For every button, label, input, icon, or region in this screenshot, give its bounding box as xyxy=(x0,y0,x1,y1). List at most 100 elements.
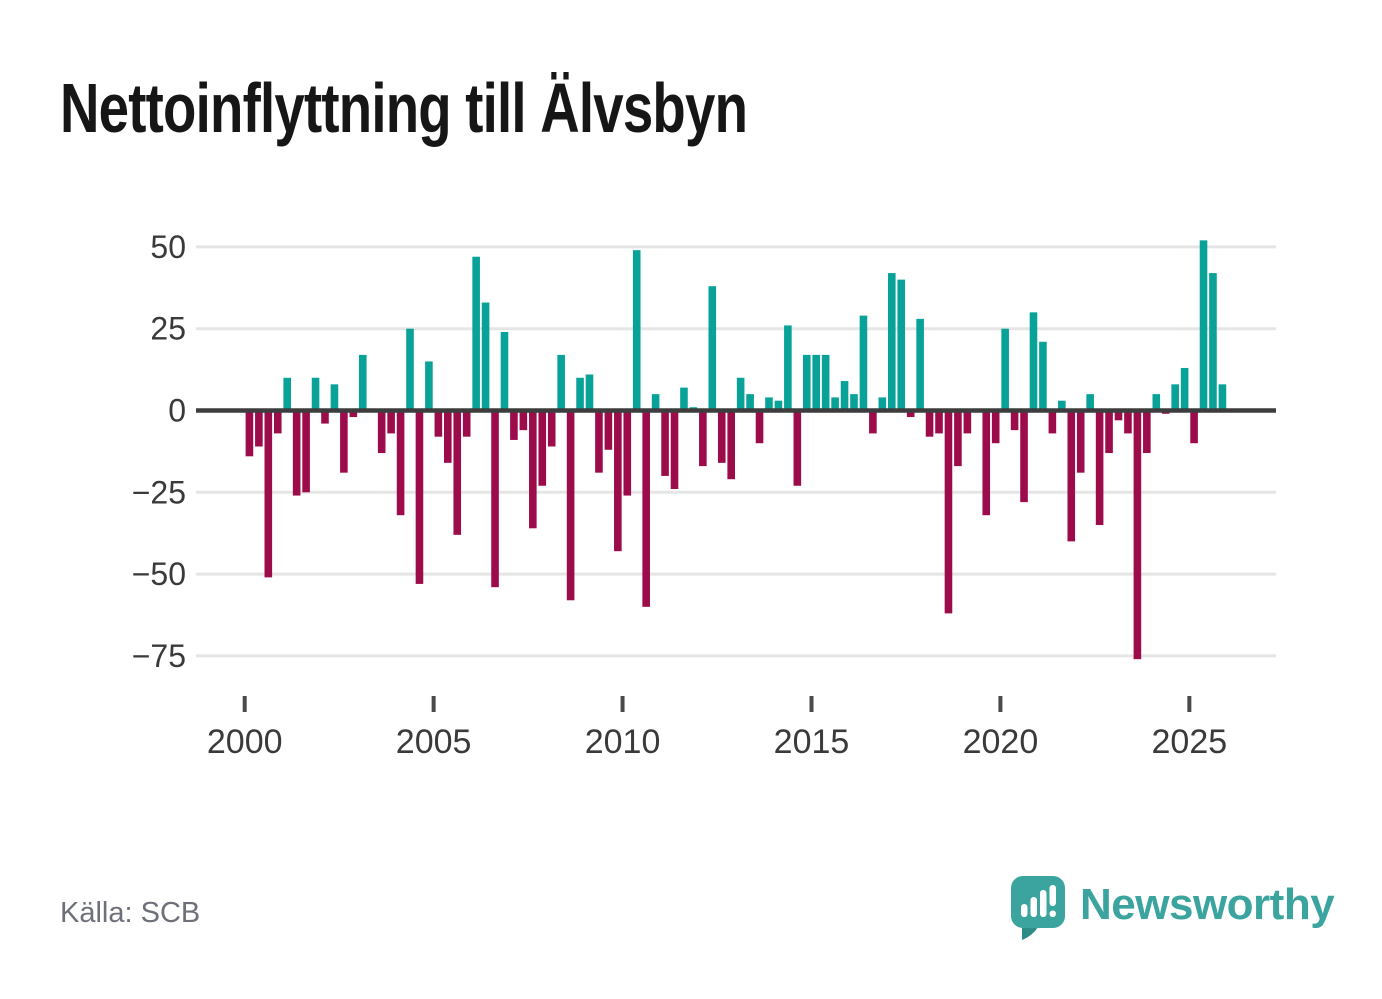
bar-2009Q3 xyxy=(604,408,613,450)
bar-2023Q1 xyxy=(1114,408,1123,421)
bars xyxy=(245,240,1227,660)
bar-2014Q3 xyxy=(793,408,802,486)
bar-2005Q1 xyxy=(434,408,443,437)
y-tick-label-−50: −50 xyxy=(132,556,186,592)
bar-2007Q1 xyxy=(510,408,518,440)
bar-2001Q4 xyxy=(311,377,320,413)
bar-2022Q1 xyxy=(1076,408,1085,473)
bar-2023Q4 xyxy=(1143,408,1151,454)
bar-2013Q4 xyxy=(765,397,773,413)
bar-2021Q3 xyxy=(1058,400,1066,413)
bar-2016Q4 xyxy=(878,397,887,413)
bar-2009Q2 xyxy=(595,408,603,473)
bar-2001Q1 xyxy=(283,377,292,413)
bar-2016Q1 xyxy=(850,394,858,413)
brand-name: Newsworthy xyxy=(1080,880,1335,929)
bar-2017Q4 xyxy=(916,318,924,413)
bar-2015Q1 xyxy=(812,354,821,413)
bar-2013Q2 xyxy=(746,394,754,413)
bar-2007Q2 xyxy=(519,408,528,431)
x-tick-label-2015: 2015 xyxy=(774,723,850,761)
x-tick-label-2000: 2000 xyxy=(207,723,283,761)
x-axis-tick-marks xyxy=(242,696,1192,712)
bar-2019Q3 xyxy=(982,408,991,516)
bar-2025Q3 xyxy=(1209,273,1217,413)
bar-2018Q3 xyxy=(944,408,953,614)
bar-2013Q3 xyxy=(755,408,764,444)
bar-2002Q1 xyxy=(321,408,329,424)
logo-exclamation-dot xyxy=(1049,910,1056,917)
bar-2002Q4 xyxy=(349,408,358,418)
logo-bubble xyxy=(1011,876,1065,928)
y-tick-label-25: 25 xyxy=(150,311,186,347)
bar-2003Q4 xyxy=(387,408,395,434)
x-tick-label-2005: 2005 xyxy=(396,723,472,761)
newsworthy-logo-icon xyxy=(1011,876,1065,940)
bar-2012Q1 xyxy=(699,408,707,467)
bar-2014Q1 xyxy=(774,400,783,413)
bar-2011Q3 xyxy=(680,387,688,413)
bar-2012Q3 xyxy=(717,408,726,463)
bar-2014Q4 xyxy=(802,354,811,413)
bar-2008Q3 xyxy=(566,408,575,601)
bar-2004Q4 xyxy=(425,361,433,413)
x-tick-label-2025: 2025 xyxy=(1152,723,1228,761)
bar-2025Q4 xyxy=(1218,384,1227,413)
bar-2021Q2 xyxy=(1048,408,1057,434)
bar-2006Q3 xyxy=(491,408,499,588)
bar-2025Q2 xyxy=(1199,240,1208,413)
bar-2000Q4 xyxy=(273,408,282,434)
bar-2024Q4 xyxy=(1180,367,1189,413)
bar-2007Q3 xyxy=(529,408,537,529)
page-title: Nettoinflyttning till Älvsbyn xyxy=(60,69,748,147)
bar-2008Q1 xyxy=(547,408,556,447)
bar-2006Q1 xyxy=(472,256,480,413)
source-attribution: Källa: SCB xyxy=(60,897,201,929)
y-tick-label-−75: −75 xyxy=(132,638,186,674)
bar-2022Q2 xyxy=(1086,394,1094,413)
bar-2000Q2 xyxy=(255,408,263,447)
x-tick-label-2020: 2020 xyxy=(963,723,1039,761)
bar-2003Q1 xyxy=(358,354,367,413)
bar-2019Q4 xyxy=(991,408,1000,444)
bar-2004Q3 xyxy=(415,408,424,584)
y-tick-label-−25: −25 xyxy=(132,474,186,510)
bar-2004Q2 xyxy=(406,328,414,413)
bar-2009Q1 xyxy=(585,374,594,413)
bar-2010Q2 xyxy=(632,250,641,413)
bar-2000Q3 xyxy=(264,408,273,578)
bar-2013Q1 xyxy=(736,377,745,413)
y-axis-labels: 50 25 0 −25 −50 −75 xyxy=(132,229,186,674)
bar-2010Q1 xyxy=(623,408,632,496)
logo-exclamation-stem xyxy=(1049,885,1056,906)
bar-2005Q4 xyxy=(462,408,471,437)
bar-2019Q1 xyxy=(963,408,972,434)
y-tick-label-0: 0 xyxy=(168,393,186,429)
bar-2000Q1 xyxy=(245,408,254,457)
bar-2023Q2 xyxy=(1124,408,1132,434)
bar-2024Q3 xyxy=(1171,384,1179,413)
bar-2020Q2 xyxy=(1010,408,1019,431)
bar-2011Q1 xyxy=(661,408,669,476)
bar-2021Q1 xyxy=(1039,341,1047,413)
x-tick-label-2010: 2010 xyxy=(585,723,661,761)
bar-2010Q3 xyxy=(642,408,650,607)
bar-2018Q2 xyxy=(935,408,943,434)
bar-2012Q4 xyxy=(727,408,735,480)
bar-2002Q2 xyxy=(330,384,339,413)
bar-2009Q4 xyxy=(614,408,622,552)
bar-2001Q3 xyxy=(302,408,310,493)
logo-chart-glyph xyxy=(1021,885,1056,917)
bar-2005Q3 xyxy=(453,408,462,535)
bar-2010Q4 xyxy=(651,394,660,413)
bar-2004Q1 xyxy=(396,408,405,516)
x-axis-labels: 2000 2005 2010 2015 2020 2025 xyxy=(207,723,1227,761)
bar-2018Q1 xyxy=(925,408,934,437)
bar-2014Q2 xyxy=(784,325,792,413)
bar-2021Q4 xyxy=(1067,408,1076,542)
bar-2015Q4 xyxy=(840,381,849,413)
bar-2015Q2 xyxy=(821,354,830,413)
bar-2020Q3 xyxy=(1020,408,1028,503)
bar-2012Q2 xyxy=(708,286,717,413)
